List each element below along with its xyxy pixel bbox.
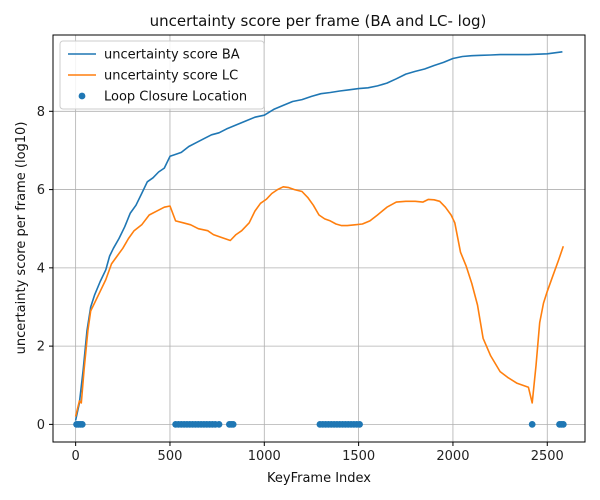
- y-tick-label: 6: [37, 183, 45, 198]
- legend-label: uncertainty score BA: [104, 48, 240, 63]
- legend-box: [59, 40, 265, 110]
- x-tick-label: 1000: [248, 449, 281, 464]
- x-tick-label: 1500: [342, 449, 375, 464]
- loop-closure-point: [559, 420, 567, 428]
- x-tick-label: 2000: [436, 449, 469, 464]
- y-tick-label: 0: [37, 418, 45, 433]
- y-tick-label: 8: [37, 105, 45, 120]
- legend-label: Loop Closure Location: [104, 90, 247, 105]
- loop-closure-point: [215, 420, 223, 428]
- tick-layer: 0 500 1000 1500 2000 2500 0 2 4 6 8: [37, 105, 564, 464]
- legend-marker-swatch: [78, 92, 86, 100]
- series-layer: [73, 51, 567, 428]
- chart-title: uncertainty score per frame (BA and LC- …: [150, 12, 487, 30]
- y-tick-label: 2: [37, 340, 45, 355]
- plot-frame: [52, 34, 586, 443]
- legend: uncertainty score BA uncertainty score LC…: [59, 40, 265, 110]
- series-line-lc: [74, 186, 565, 417]
- x-tick-label: 0: [71, 449, 79, 464]
- legend-label: uncertainty score LC: [104, 69, 238, 84]
- loop-closure-point: [78, 420, 86, 428]
- y-tick-label: 4: [37, 261, 45, 276]
- loop-closure-point: [229, 420, 237, 428]
- x-tick-label: 500: [158, 449, 183, 464]
- x-axis-label: KeyFrame Index: [267, 471, 371, 486]
- loop-closure-point: [528, 420, 536, 428]
- loop-closure-point: [356, 420, 363, 428]
- y-axis-label: uncertainty score per frame (log10): [14, 122, 29, 355]
- series-line-ba: [74, 51, 563, 421]
- x-tick-label: 2500: [531, 449, 564, 464]
